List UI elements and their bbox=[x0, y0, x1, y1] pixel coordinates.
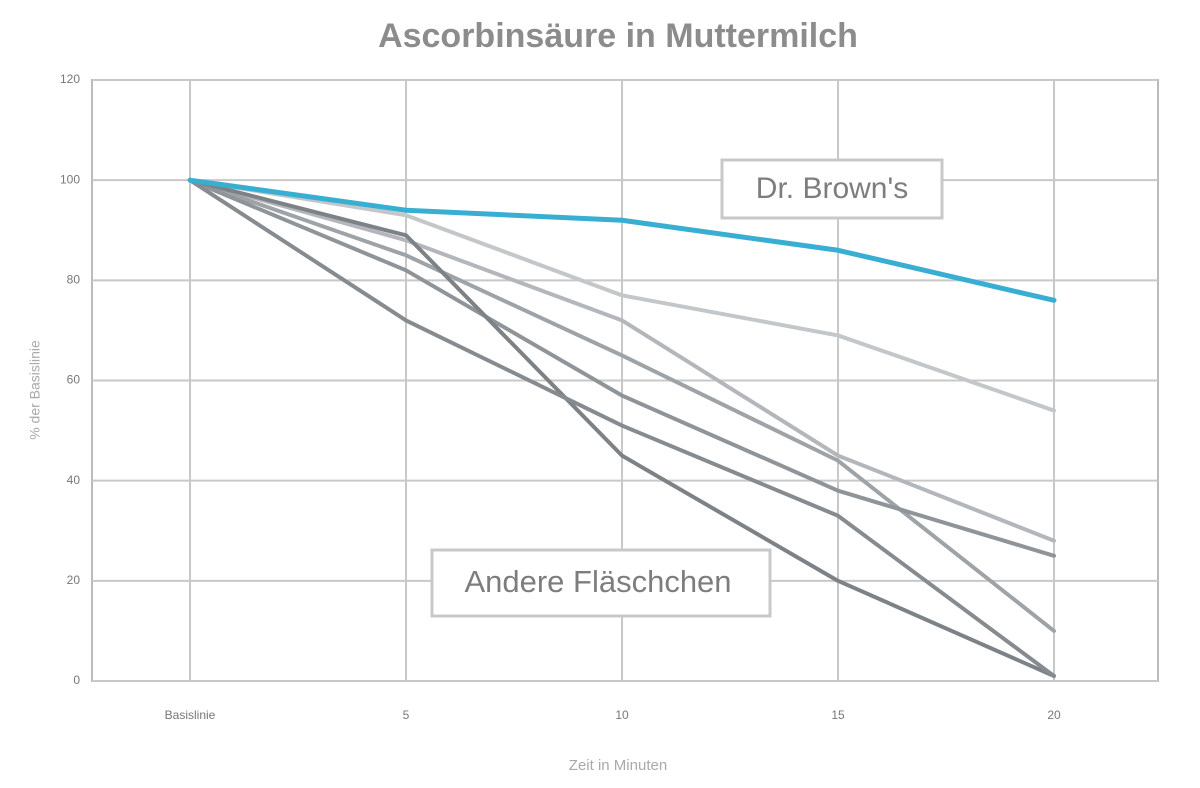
series-line bbox=[188, 178, 1056, 633]
y-tick-label: 0 bbox=[73, 673, 80, 687]
series-line bbox=[188, 178, 1056, 413]
y-tick-label: 80 bbox=[67, 273, 81, 287]
series-line bbox=[188, 178, 1056, 678]
x-tick-label: 15 bbox=[831, 708, 845, 722]
x-tick-label: 10 bbox=[615, 708, 629, 722]
annotation: Andere Fläschchen bbox=[464, 564, 731, 599]
x-tick-label: 20 bbox=[1047, 708, 1061, 722]
chart-title: Ascorbinsäure in Muttermilch bbox=[378, 17, 858, 55]
y-tick-label: 100 bbox=[60, 172, 80, 186]
x-tick-label: 5 bbox=[403, 708, 410, 722]
y-tick-label: 40 bbox=[67, 473, 81, 487]
annotations: Dr. Brown's Andere Fläschchen bbox=[430, 158, 944, 618]
series-line bbox=[188, 178, 1056, 543]
y-tick-label: 60 bbox=[67, 373, 81, 387]
annotation-box bbox=[430, 548, 772, 618]
series-label: Dr. Brown's bbox=[756, 172, 908, 205]
y-tick-label: 20 bbox=[67, 573, 81, 587]
highlight-line bbox=[187, 177, 1057, 303]
series-line bbox=[188, 178, 1056, 678]
series-line bbox=[188, 178, 1056, 558]
label-box bbox=[720, 158, 944, 220]
y-tick-label: 120 bbox=[60, 72, 80, 86]
x-tick-label: Basislinie bbox=[165, 708, 216, 722]
lines bbox=[187, 177, 1057, 678]
y-axis-label: % der Basislinie bbox=[27, 340, 43, 440]
x-axis-label: Zeit in Minuten bbox=[569, 757, 667, 774]
